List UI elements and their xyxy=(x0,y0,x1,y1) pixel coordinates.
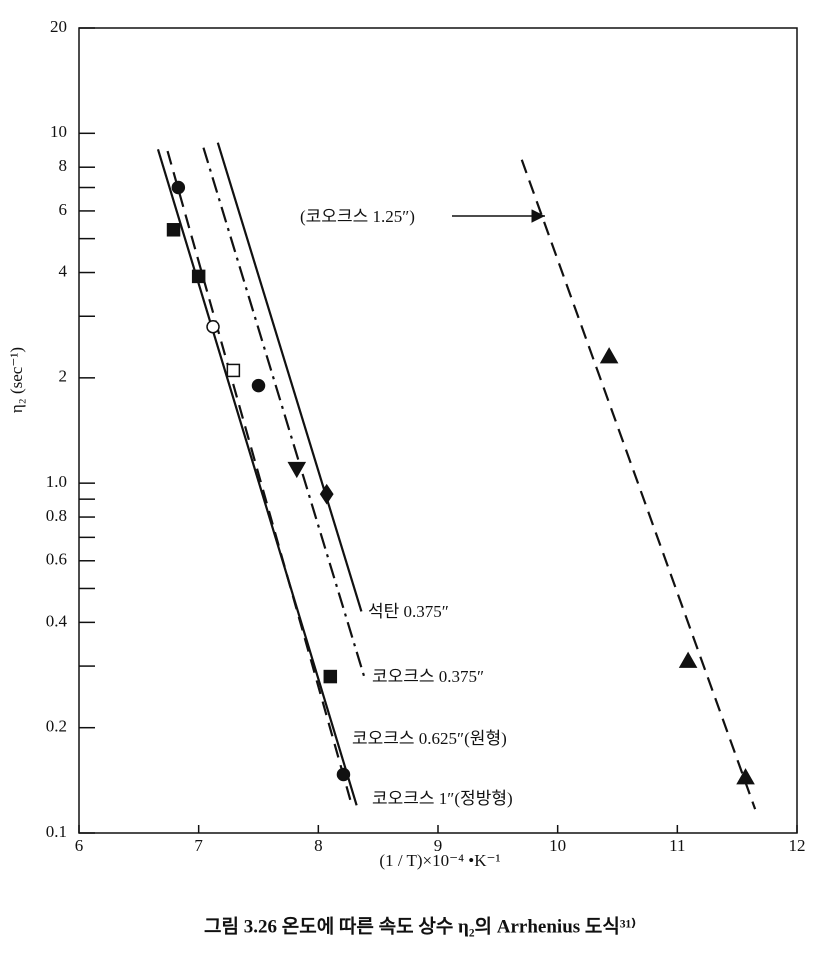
y-tick-label: 0.1 xyxy=(46,822,67,841)
series-label: 코오크스 1″(정방형) xyxy=(372,789,513,808)
series-label: 코오크스 0.375″ xyxy=(372,667,484,686)
series-label: 석탄 0.375″ xyxy=(368,602,449,621)
fit-line xyxy=(216,142,363,612)
marker xyxy=(287,461,307,479)
marker xyxy=(599,347,619,364)
y-tick-label: 8 xyxy=(59,156,68,175)
fit-line xyxy=(166,150,353,806)
marker xyxy=(319,483,334,505)
marker xyxy=(166,223,181,237)
y-tick-label: 0.2 xyxy=(46,717,67,736)
fit-line xyxy=(520,159,757,810)
marker xyxy=(251,378,266,393)
series-label: (코오크스 1.25″) xyxy=(300,207,415,226)
x-tick-label: 7 xyxy=(194,836,203,855)
fit-line xyxy=(156,149,358,806)
series-label: 코오크스 0.625″(원형) xyxy=(352,729,507,748)
y-tick-label: 20 xyxy=(50,17,67,36)
marker xyxy=(678,651,698,668)
y-tick-label: 10 xyxy=(50,122,67,141)
fit-line xyxy=(202,147,367,680)
marker xyxy=(323,669,338,684)
y-tick-label: 0.8 xyxy=(46,506,67,525)
marker xyxy=(736,768,755,785)
plot-frame xyxy=(78,27,798,834)
x-tick-label: 8 xyxy=(314,836,323,855)
marker xyxy=(206,319,220,334)
y-tick-label: 4 xyxy=(59,261,68,280)
x-tick-label: 6 xyxy=(75,836,84,855)
x-tick-label: 10 xyxy=(549,836,566,855)
x-tick-label: 11 xyxy=(669,836,685,855)
x-tick-label: 9 xyxy=(434,836,443,855)
y-tick-label: 0.6 xyxy=(46,550,67,569)
y-tick-label: 1.0 xyxy=(46,472,67,491)
y-tick-label: 2 xyxy=(59,367,68,386)
marker xyxy=(336,767,351,782)
x-tick-label: 12 xyxy=(789,836,806,855)
y-tick-label: 0.4 xyxy=(46,611,68,630)
y-axis-label: η₂ (sec⁻¹) xyxy=(7,347,26,413)
marker xyxy=(226,363,241,378)
caption: 그림 3.26 온도에 따른 속도 상수 η₂의 Arrhenius 도식³¹⁾ xyxy=(204,915,636,937)
marker xyxy=(171,180,186,195)
x-axis-label: (1 / T)×10⁻⁴ •K⁻¹ xyxy=(379,851,500,870)
y-tick-label: 6 xyxy=(59,200,68,219)
